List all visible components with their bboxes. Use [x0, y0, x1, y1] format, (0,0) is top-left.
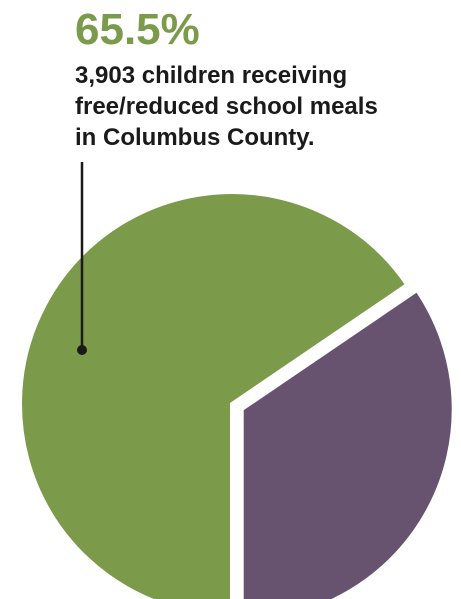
- callout-percentage: 65.5%: [75, 5, 200, 54]
- callout-line-3: in Columbus County.: [75, 124, 315, 151]
- callout-leader-dot: [77, 345, 87, 355]
- pie-slice-secondary: [239, 287, 456, 599]
- pie-slices: [18, 190, 456, 599]
- callout-description: 3,903 children receiving free/reduced sc…: [75, 60, 455, 153]
- callout-line-2: free/reduced school meals: [75, 93, 378, 120]
- callout-line-1: 3,903 children receiving: [75, 62, 348, 89]
- pie-slice-primary: [18, 190, 411, 599]
